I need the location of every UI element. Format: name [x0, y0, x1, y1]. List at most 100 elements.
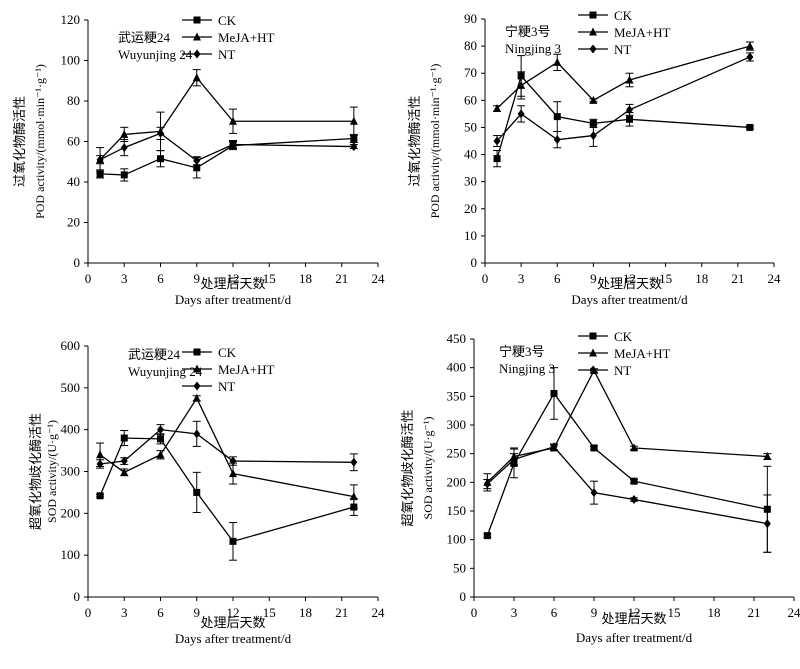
- legend-label: NT: [218, 379, 235, 394]
- data-point: [746, 123, 754, 131]
- data-point: [517, 109, 525, 119]
- data-point: [493, 136, 501, 146]
- data-point: [120, 434, 128, 442]
- data-point: [120, 456, 128, 466]
- data-point: [626, 115, 633, 123]
- chart-panel-3: 0 100 200 300 400 500 600 0 3 6 9 12 15 18 21 24 处理后天数Da…: [28, 338, 385, 646]
- y-tick-label: 0: [471, 255, 478, 270]
- legend-item: NT: [182, 47, 235, 62]
- legend-item: NT: [182, 379, 235, 394]
- panel-title-en: Wuyunjing 24: [128, 364, 203, 379]
- y-tick-label: 60: [464, 92, 477, 107]
- series-line: [486, 446, 768, 525]
- y-tick-label: 90: [464, 11, 477, 26]
- data-point: [192, 73, 201, 82]
- legend-label: MeJA+HT: [218, 30, 274, 45]
- panel-title-cn: 宁粳3号: [505, 24, 551, 39]
- x-tick-label: 24: [372, 605, 386, 620]
- legend-marker: [193, 32, 201, 41]
- legend-item: CK: [182, 345, 237, 360]
- data-point: [157, 128, 164, 138]
- legend-marker: [193, 348, 201, 356]
- series-line: [100, 428, 354, 465]
- data-point: [193, 429, 201, 439]
- panel-title-en: Ningjing 3: [505, 41, 561, 56]
- y-tick-label: 20: [464, 201, 477, 216]
- x-tick-label: 24: [372, 271, 386, 286]
- y-tick-label: 450: [447, 331, 467, 346]
- legend-label: NT: [614, 363, 631, 378]
- series-line: [496, 45, 751, 109]
- y-axis-label-cn: 过氧化物酶活性: [407, 95, 422, 186]
- x-tick-label: 0: [85, 605, 92, 620]
- panel-title-en: Ningjing 3: [499, 361, 555, 376]
- data-point: [120, 129, 129, 138]
- legend-label: CK: [218, 13, 237, 28]
- data-point: [745, 41, 754, 50]
- y-tick-label: 400: [447, 360, 467, 375]
- y-axis-label-cn: 超氧化物歧化酶活性: [28, 413, 43, 530]
- y-tick-label: 30: [464, 174, 477, 189]
- series-meja-ht: [96, 393, 358, 509]
- y-axis-label-en: POD activity/(mmol·min⁻¹·g⁻¹): [428, 64, 442, 219]
- data-point: [483, 479, 491, 489]
- data-point: [229, 140, 237, 150]
- x-tick-label: 0: [482, 271, 489, 286]
- series-line: [99, 396, 354, 498]
- x-tick-label: 21: [335, 271, 348, 286]
- panel-title-en: Wuyunjing 24: [118, 47, 193, 62]
- x-axis-label-en: Days after treatment/d: [175, 292, 292, 307]
- y-tick-label: 0: [460, 589, 467, 604]
- x-axis-label-cn: 处理后天数: [200, 276, 265, 291]
- y-axis-label-en: SOD activity/(U·g⁻¹): [45, 420, 59, 523]
- data-point: [192, 393, 201, 402]
- y-tick-label: 0: [74, 589, 81, 604]
- legend-marker: [193, 16, 201, 24]
- y-tick-label: 50: [464, 119, 477, 134]
- data-point: [157, 435, 164, 443]
- data-point: [589, 131, 597, 141]
- data-point: [349, 492, 358, 501]
- y-tick-label: 20: [67, 215, 80, 230]
- y-tick-label: 100: [447, 532, 467, 547]
- data-point: [553, 135, 561, 145]
- x-tick-label: 24: [768, 271, 782, 286]
- x-tick-label: 18: [708, 605, 721, 620]
- x-tick-label: 6: [157, 271, 164, 286]
- y-tick-label: 100: [61, 547, 81, 562]
- y-tick-label: 120: [61, 12, 81, 27]
- x-tick-label: 15: [263, 605, 276, 620]
- legend-marker: [589, 11, 597, 19]
- data-point: [590, 488, 598, 498]
- data-point: [630, 477, 638, 485]
- y-tick-label: 100: [61, 53, 81, 68]
- x-axis-label-en: Days after treatment/d: [175, 631, 292, 646]
- data-point: [553, 113, 561, 121]
- legend-marker: [589, 348, 597, 357]
- panel-title-cn: 武运粳24: [118, 30, 171, 45]
- legend-label: NT: [218, 47, 235, 62]
- y-tick-label: 400: [61, 422, 81, 437]
- x-tick-label: 15: [263, 271, 276, 286]
- x-tick-label: 9: [591, 605, 598, 620]
- y-tick-label: 40: [464, 147, 477, 162]
- y-tick-label: 300: [447, 417, 467, 432]
- data-point: [763, 519, 771, 529]
- x-tick-label: 12: [628, 605, 641, 620]
- data-point: [120, 143, 128, 153]
- y-axis-label-cn: 过氧化物酶活性: [12, 96, 27, 187]
- data-point: [350, 142, 358, 152]
- y-tick-label: 50: [453, 560, 466, 575]
- chart-panel-2: 0 10 20 30 40 50 60 70 80 90 0 3 6 9 12 15 18 21 24 处理后天数Da…: [407, 8, 781, 307]
- x-tick-label: 0: [85, 271, 92, 286]
- series-nt: [483, 442, 772, 553]
- data-point: [350, 134, 358, 142]
- data-point: [120, 171, 128, 179]
- y-tick-label: 600: [61, 338, 81, 353]
- y-tick-label: 200: [61, 505, 81, 520]
- legend-marker: [589, 332, 597, 340]
- data-point: [229, 456, 237, 466]
- legend-marker: [589, 365, 597, 375]
- legend-label: NT: [614, 42, 631, 57]
